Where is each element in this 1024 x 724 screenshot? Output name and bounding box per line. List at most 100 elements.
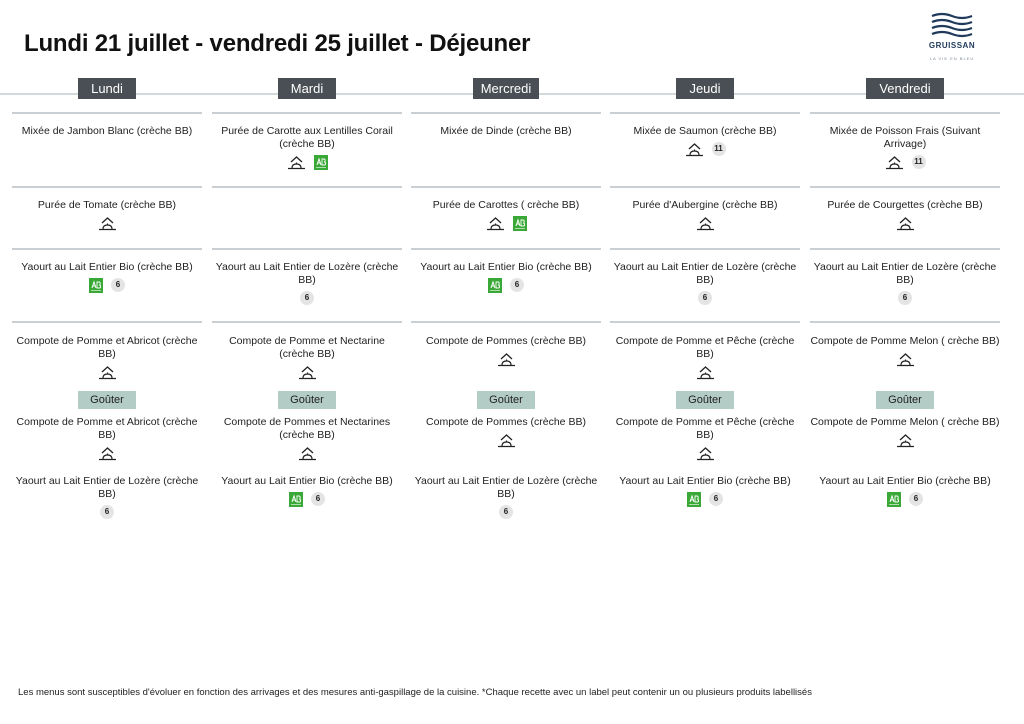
dish-name: Compote de Pomme Melon ( crèche BB) [810, 416, 1000, 428]
dish-labels: 6 [810, 491, 1000, 507]
gouter-badge: Goûter [676, 391, 734, 409]
row-separator [610, 321, 800, 323]
menu-item: Compote de Pomme et Abricot (crèche BB) [12, 416, 202, 461]
dish-labels [411, 351, 601, 367]
menu-item: Yaourt au Lait Entier de Lozère (crèche … [212, 261, 402, 306]
menu-item: Yaourt au Lait Entier de Lozère (crèche … [411, 475, 601, 520]
allergen-badge: 6 [898, 291, 912, 305]
fait-maison-icon [896, 352, 914, 366]
menu-item: Mixée de Jambon Blanc (crèche BB) [12, 125, 202, 138]
day-header: Lundi [78, 78, 136, 99]
fait-maison-icon [497, 352, 515, 366]
row-separator [610, 248, 800, 250]
menu-item: Compote de Pommes (crèche BB) [411, 335, 601, 367]
fait-maison-icon [98, 446, 116, 460]
dish-name: Yaourt au Lait Entier Bio (crèche BB) [619, 475, 791, 487]
logo-text: GRUISSAN [928, 41, 976, 50]
dish-name: Purée de Carottes ( crèche BB) [432, 199, 580, 211]
row-separator [212, 186, 402, 188]
allergen-badge: 6 [300, 291, 314, 305]
dish-labels [12, 215, 202, 231]
day-column-jeudi: Jeudi Mixée de Saumon (crèche BB) 11 Purée … [610, 78, 800, 538]
menu-item: Purée d'Aubergine (crèche BB) [610, 199, 800, 231]
menu-item: Compote de Pomme et Pêche (crèche BB) [610, 335, 800, 380]
dish-name: Compote de Pommes (crèche BB) [426, 416, 586, 428]
dish-labels [810, 215, 1000, 231]
allergen-badge: 6 [111, 278, 125, 292]
dish-name: Yaourt au Lait Entier de Lozère (crèche … [15, 475, 199, 500]
menu-item: Yaourt au Lait Entier Bio (crèche BB) 6 [810, 475, 1000, 507]
dish-name: Compote de Pomme et Abricot (crèche BB) [16, 335, 198, 360]
row-separator [610, 186, 800, 188]
ab-bio-icon [887, 491, 901, 507]
menu-item: Compote de Pomme et Abricot (crèche BB) [12, 335, 202, 380]
day-header: Mardi [278, 78, 336, 99]
dish-labels: 6 [610, 491, 800, 507]
row-separator [12, 112, 202, 114]
ab-bio-icon [687, 491, 701, 507]
dish-name: Purée de Carotte aux Lentilles Corail (c… [221, 125, 393, 150]
allergen-badge: 6 [100, 505, 114, 519]
menu-item: Yaourt au Lait Entier Bio (crèche BB) 6 [610, 475, 800, 507]
dish-labels: 11 [610, 141, 800, 157]
dish-labels [810, 432, 1000, 448]
menu-item: Yaourt au Lait Entier de Lozère (crèche … [12, 475, 202, 520]
ab-bio-icon [488, 277, 502, 293]
logo-subtext: LA VIE EN BLEU [929, 56, 975, 61]
day-column-mardi: Mardi Purée de Carotte aux Lentilles Cora… [212, 78, 402, 538]
dish-labels [411, 432, 601, 448]
dish-name: Compote de Pomme et Pêche (crèche BB) [615, 416, 795, 441]
menu-item: Compote de Pommes (crèche BB) [411, 416, 601, 448]
menu-item: Compote de Pommes et Nectarines (crèche … [212, 416, 402, 461]
allergen-badge: 6 [709, 492, 723, 506]
dish-name: Yaourt au Lait Entier Bio (crèche BB) [221, 475, 393, 487]
dish-labels [12, 445, 202, 461]
row-separator [212, 321, 402, 323]
row-separator [411, 248, 601, 250]
dish-labels: 6 [411, 277, 601, 293]
ab-bio-icon [89, 277, 103, 293]
row-separator [610, 112, 800, 114]
dish-name: Yaourt au Lait Entier de Lozère (crèche … [414, 475, 598, 500]
menu-item: Compote de Pomme et Nectarine (crèche BB… [212, 335, 402, 380]
menu-item: Mixée de Saumon (crèche BB) 11 [610, 125, 800, 157]
gouter-badge: Goûter [477, 391, 535, 409]
fait-maison-icon [497, 433, 515, 447]
dish-labels: 6 [411, 504, 601, 520]
fait-maison-icon [98, 365, 116, 379]
dish-name: Mixée de Jambon Blanc (crèche BB) [21, 125, 193, 137]
day-column-mercredi: Mercredi Mixée de Dinde (crèche BB) Purée … [411, 78, 601, 538]
fait-maison-icon [486, 216, 504, 230]
menu-item: Mixée de Dinde (crèche BB) [411, 125, 601, 138]
fait-maison-icon [696, 216, 714, 230]
dish-name: Purée de Tomate (crèche BB) [37, 199, 177, 211]
ab-bio-icon [289, 491, 303, 507]
dish-name: Compote de Pomme et Pêche (crèche BB) [615, 335, 795, 360]
dish-name: Compote de Pomme et Nectarine (crèche BB… [229, 335, 385, 360]
menu-item: Yaourt au Lait Entier Bio (crèche BB) 6 [212, 475, 402, 507]
dish-labels: 6 [810, 290, 1000, 306]
fait-maison-icon [298, 365, 316, 379]
row-separator [810, 321, 1000, 323]
row-separator [810, 248, 1000, 250]
row-separator [810, 186, 1000, 188]
dish-name: Compote de Pomme Melon ( crèche BB) [810, 335, 1000, 347]
fait-maison-icon [696, 446, 714, 460]
dish-labels [810, 351, 1000, 367]
dish-name: Mixée de Saumon (crèche BB) [633, 125, 777, 137]
menu-item: Yaourt au Lait Entier Bio (crèche BB) 6 [12, 261, 202, 293]
fait-maison-icon [896, 433, 914, 447]
dish-labels: 11 [810, 154, 1000, 170]
dish-labels [610, 215, 800, 231]
dish-labels: 6 [12, 277, 202, 293]
fait-maison-icon [885, 155, 903, 169]
gouter-badge: Goûter [278, 391, 336, 409]
allergen-badge: 6 [499, 505, 513, 519]
dish-labels [212, 364, 402, 380]
dish-labels: 6 [212, 491, 402, 507]
row-separator [212, 112, 402, 114]
dish-name: Purée d'Aubergine (crèche BB) [632, 199, 778, 211]
menu-item: Compote de Pomme Melon ( crèche BB) [810, 335, 1000, 367]
dish-labels [212, 445, 402, 461]
fait-maison-icon [287, 155, 305, 169]
